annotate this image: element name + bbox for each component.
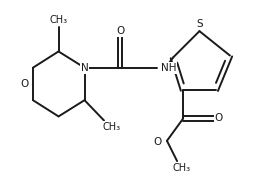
Text: CH₃: CH₃ [102, 122, 120, 132]
Text: O: O [20, 79, 28, 89]
Text: O: O [116, 26, 124, 36]
Text: CH₃: CH₃ [173, 163, 191, 173]
Text: O: O [153, 137, 161, 147]
Text: N: N [81, 63, 88, 73]
Text: CH₃: CH₃ [49, 15, 68, 25]
Text: NH: NH [161, 63, 176, 73]
Text: O: O [214, 114, 223, 123]
Text: S: S [196, 19, 203, 29]
